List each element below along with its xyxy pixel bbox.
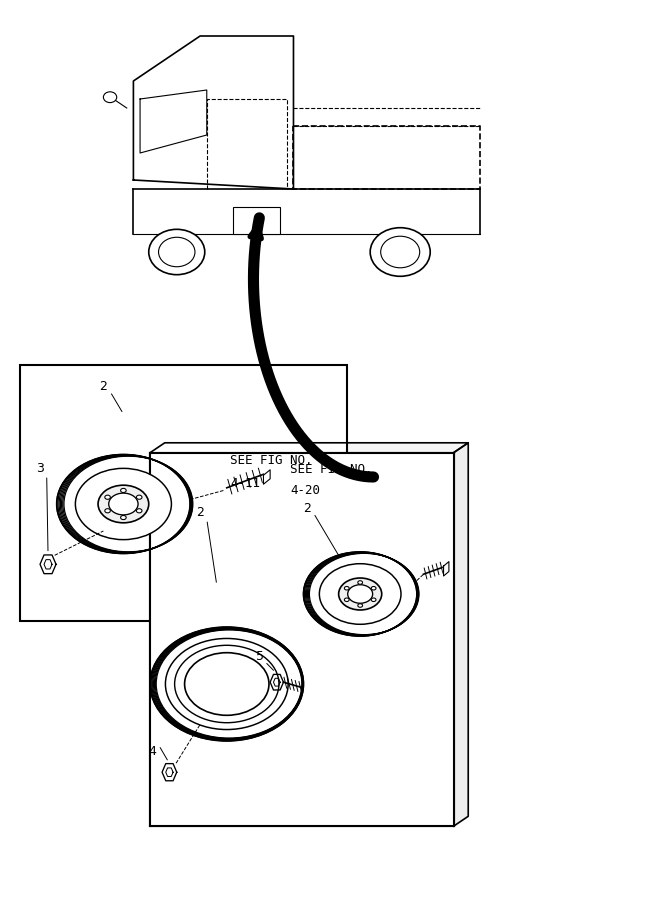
Text: 2: 2 xyxy=(303,502,311,515)
Ellipse shape xyxy=(372,598,376,601)
Ellipse shape xyxy=(121,489,126,492)
Ellipse shape xyxy=(109,493,138,515)
Ellipse shape xyxy=(149,230,205,274)
Ellipse shape xyxy=(105,508,110,513)
Ellipse shape xyxy=(121,516,126,519)
Text: 4-11: 4-11 xyxy=(230,477,260,490)
Text: 2: 2 xyxy=(99,381,107,393)
Ellipse shape xyxy=(75,468,171,540)
Ellipse shape xyxy=(319,563,401,625)
Text: SEE FIG NO.: SEE FIG NO. xyxy=(230,454,313,467)
Polygon shape xyxy=(454,443,468,826)
Polygon shape xyxy=(233,207,280,234)
Ellipse shape xyxy=(339,578,382,610)
Ellipse shape xyxy=(185,652,269,716)
Polygon shape xyxy=(150,443,468,453)
Ellipse shape xyxy=(137,508,142,513)
Ellipse shape xyxy=(165,638,288,730)
Text: SEE FIG NO.: SEE FIG NO. xyxy=(290,464,373,476)
Text: 3: 3 xyxy=(36,462,44,474)
Polygon shape xyxy=(263,470,270,484)
Text: 5: 5 xyxy=(256,651,264,663)
Text: 4-20: 4-20 xyxy=(290,484,320,497)
Ellipse shape xyxy=(348,585,373,603)
Ellipse shape xyxy=(175,645,279,723)
Ellipse shape xyxy=(372,587,376,590)
Ellipse shape xyxy=(98,485,149,523)
Ellipse shape xyxy=(103,92,117,103)
Bar xyxy=(20,364,347,621)
Ellipse shape xyxy=(137,495,142,500)
Ellipse shape xyxy=(370,228,430,276)
Bar xyxy=(150,453,454,826)
Ellipse shape xyxy=(358,580,363,584)
Ellipse shape xyxy=(358,604,363,608)
Text: 4: 4 xyxy=(148,745,156,758)
Polygon shape xyxy=(444,562,449,576)
Ellipse shape xyxy=(344,598,349,601)
Text: 2: 2 xyxy=(196,507,204,519)
Ellipse shape xyxy=(105,495,110,500)
Ellipse shape xyxy=(344,587,349,590)
Polygon shape xyxy=(140,90,207,153)
